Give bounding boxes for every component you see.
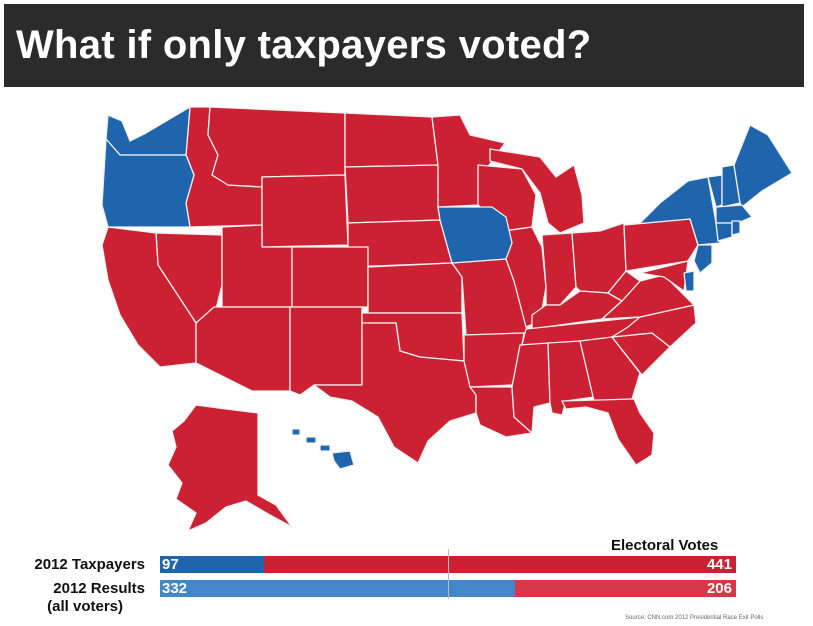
state-hawaii-1 (291, 428, 301, 436)
row-sublabel-results: (all voters) (47, 598, 123, 615)
bar-results-blue-value: 332 (162, 580, 188, 597)
state-maine (733, 124, 793, 208)
state-mississippi (511, 342, 551, 434)
bar-taxpayers-blue-value: 97 (162, 556, 179, 573)
state-alaska (167, 404, 293, 532)
bar-results-blue-segment: 332 (160, 580, 516, 597)
state-hawaii-4 (331, 450, 355, 470)
state-colorado (291, 246, 369, 308)
bar-taxpayers-blue-segment: 97 (160, 556, 264, 573)
page-title: What if only taxpayers voted? (16, 23, 592, 67)
legend-title: Electoral Votes (611, 537, 719, 554)
bar-taxpayers-red-segment: 441 (263, 556, 736, 573)
state-indiana (541, 232, 577, 306)
row-label-taxpayers: 2012 Taxpayers (34, 556, 145, 573)
state-hawaii-3 (319, 444, 331, 452)
state-north-carolina (611, 304, 697, 348)
state-arizona (195, 306, 291, 392)
state-texas (313, 322, 477, 464)
state-north-dakota (344, 112, 439, 168)
bar-results: 332 206 (160, 580, 736, 597)
blue-states-group (101, 106, 793, 470)
state-delaware (683, 270, 695, 292)
state-florida (561, 398, 655, 466)
bar-taxpayers-red-value: 441 (706, 556, 732, 573)
state-kansas (367, 262, 463, 314)
state-massachusetts (715, 204, 753, 224)
state-oregon (101, 138, 195, 228)
row-label-results: 2012 Results (53, 580, 145, 597)
bar-results-red-value: 206 (706, 580, 732, 597)
state-california (101, 226, 197, 368)
state-michigan (489, 148, 585, 234)
state-south-dakota (344, 164, 441, 224)
bar-results-red-segment: 206 (515, 580, 736, 597)
state-new-jersey (693, 244, 713, 274)
red-states-group (101, 106, 699, 532)
bar-taxpayers: 97 441 (160, 556, 736, 573)
state-georgia (579, 336, 641, 402)
state-new-mexico (289, 306, 363, 396)
state-west-virginia (607, 270, 641, 302)
state-maryland (639, 260, 689, 292)
title-bar: What if only taxpayers voted? (4, 4, 804, 87)
source-note: Source: CNN.com 2012 Presidential Race E… (625, 615, 764, 621)
state-rhode-island (731, 220, 741, 236)
us-electoral-map (101, 106, 793, 532)
state-connecticut (715, 222, 733, 242)
majority-line (448, 549, 449, 599)
state-washington (105, 106, 191, 156)
state-hawaii-2 (305, 436, 317, 444)
state-wyoming (261, 174, 349, 248)
state-iowa (437, 206, 513, 264)
